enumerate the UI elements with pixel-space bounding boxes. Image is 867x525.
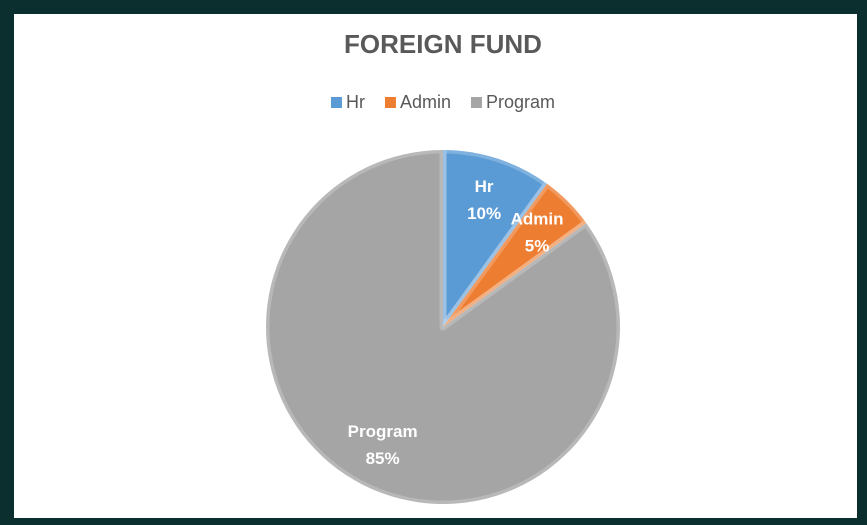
data-label-value: 85% xyxy=(366,449,400,468)
data-label-value: 5% xyxy=(525,236,550,255)
legend-swatch xyxy=(471,97,482,108)
data-label-value: 10% xyxy=(467,204,501,223)
chart-title: FOREIGN FUND xyxy=(344,29,542,59)
pie-slice xyxy=(262,146,624,508)
legend-label: Admin xyxy=(400,92,451,112)
legend-item: Hr xyxy=(330,92,365,112)
legend-swatch xyxy=(384,97,396,108)
legend-item: Program xyxy=(471,92,555,112)
data-label-name: Admin xyxy=(511,209,564,228)
data-labels: Hr 10% Admin 5% Program 85% xyxy=(348,177,564,468)
legend: Hr Admin Program xyxy=(330,92,555,112)
legend-item: Admin xyxy=(384,92,451,112)
legend-label: Program xyxy=(486,92,555,112)
legend-swatch xyxy=(330,97,342,108)
legend-label: Hr xyxy=(346,92,365,112)
pie-slice xyxy=(439,180,590,331)
pie xyxy=(262,146,624,508)
data-label-name: Program xyxy=(348,422,418,441)
data-label-name: Hr xyxy=(475,177,494,196)
pie-slice xyxy=(439,146,551,331)
